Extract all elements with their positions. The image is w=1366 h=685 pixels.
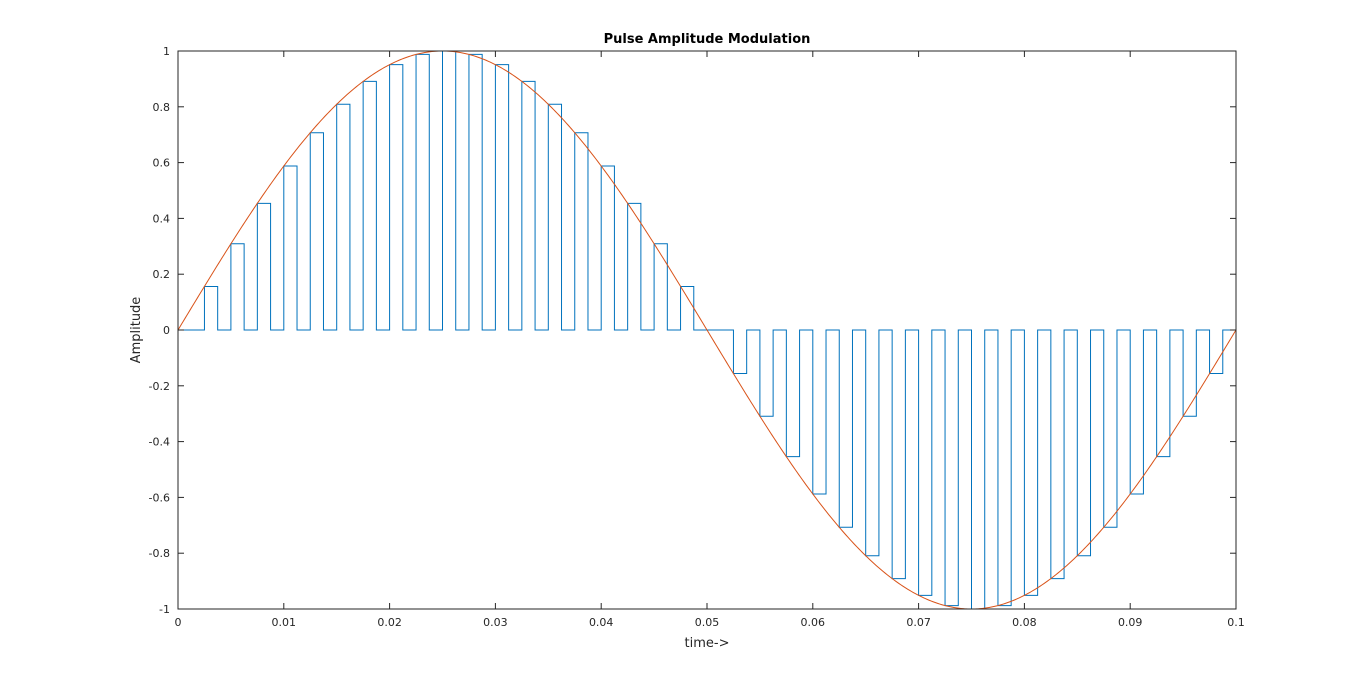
y-tick-label: -1 — [159, 603, 170, 616]
y-tick-label: 0.6 — [153, 157, 171, 170]
y-tick-label: -0.6 — [149, 491, 170, 504]
tick-layer: 0 0.01 0.02 0.03 0.04 0.05 0.06 0.07 0.08 0.09 0.1… — [149, 45, 1245, 629]
x-tick-label: 0.04 — [589, 616, 614, 629]
y-tick-label: -0.4 — [149, 436, 170, 449]
x-axis-title: time-> — [685, 636, 730, 651]
x-tick-label: 0.09 — [1118, 616, 1143, 629]
message-sine-line — [177, 50, 1237, 610]
x-tick-label: 0.08 — [1012, 616, 1037, 629]
x-tick-label: 0.06 — [801, 616, 826, 629]
x-tick-label: 0.05 — [695, 616, 720, 629]
y-tick-label: 1 — [163, 45, 170, 58]
y-tick-label: 0.2 — [153, 268, 171, 281]
x-tick-label: 0 — [175, 616, 182, 629]
y-tick-label: 0.4 — [153, 212, 171, 225]
y-axis-title: Amplitude — [129, 297, 144, 364]
x-tick-label: 0.07 — [906, 616, 931, 629]
pam-pulse-line — [178, 50, 1236, 610]
y-tick-label: -0.2 — [149, 380, 170, 393]
x-tick-label: 0.02 — [377, 616, 402, 629]
y-tick-label: -0.8 — [149, 547, 170, 560]
x-tick-label: 0.03 — [483, 616, 508, 629]
y-tick-label: 0 — [163, 324, 170, 337]
y-tick-label: 0.8 — [153, 101, 171, 114]
x-tick-label: 0.01 — [272, 616, 297, 629]
series-layer — [177, 50, 1237, 610]
x-tick-label: 0.1 — [1227, 616, 1245, 629]
chart-title: Pulse Amplitude Modulation — [604, 32, 811, 47]
